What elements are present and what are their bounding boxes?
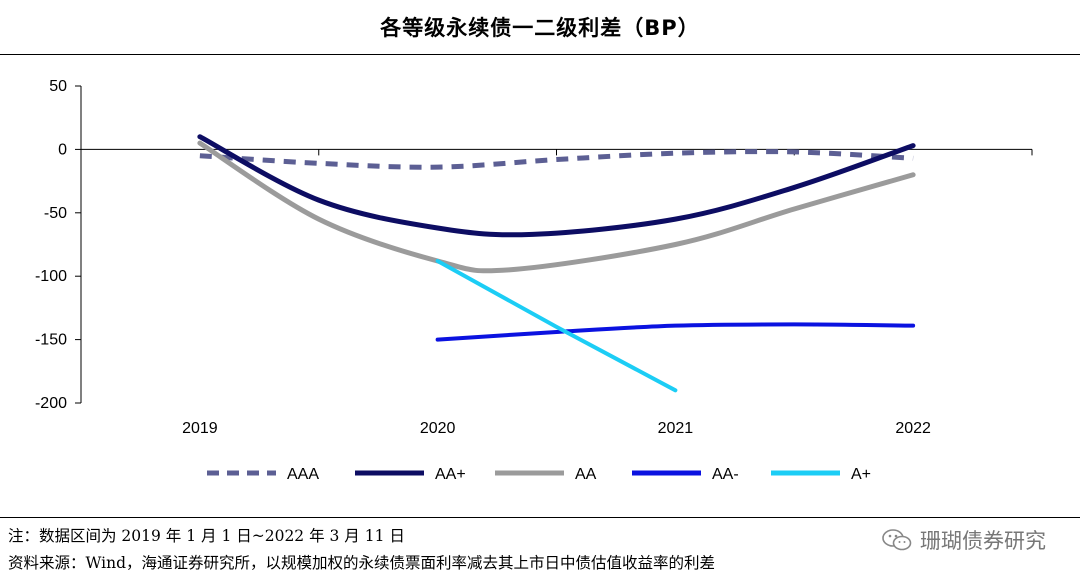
chart-title: 各等级永续债一二级利差（BP） (380, 16, 700, 40)
title-divider (0, 54, 1080, 55)
x-tick-label: 2019 (182, 420, 218, 437)
footer-divider (0, 517, 1080, 518)
source-note: 资料来源：Wind，海通证券研究所，以规模加权的永续债票面利率减去其上市日中债估… (8, 554, 716, 572)
series-line-aaminus (435, 322, 916, 342)
series-line-aaplus (197, 134, 916, 238)
series-line-aplus (435, 258, 678, 393)
y-tick-label: -50 (44, 205, 67, 222)
line-chart: 50 0 -50 -100 -150 -200 2019 2020 2021 2022 AAA AA+… (35, 78, 1033, 483)
y-tick-label: 50 (49, 78, 67, 95)
y-tick-label: 0 (58, 141, 67, 158)
series-line-aa (197, 140, 916, 274)
y-tick-label: -200 (35, 395, 67, 412)
y-tick-label: -150 (35, 332, 67, 349)
legend-label: AA (575, 466, 597, 483)
x-tick-label: 2022 (895, 420, 931, 437)
legend-label: AA+ (435, 466, 466, 483)
series-line-aaa (199, 149, 914, 170)
watermark: 珊瑚债券研究 (882, 525, 1046, 555)
wechat-icon (882, 529, 912, 551)
y-tick-label: -100 (35, 268, 67, 285)
data-note: 注：数据区间为 2019 年 1 月 1 日~2022 年 3 月 11 日 (8, 527, 405, 545)
legend-label: AA- (712, 466, 739, 483)
x-tick-label: 2021 (658, 420, 694, 437)
watermark-text: 珊瑚债券研究 (920, 529, 1046, 553)
legend-label: A+ (851, 466, 871, 483)
legend-label: AAA (287, 466, 319, 483)
x-tick-label: 2020 (420, 420, 456, 437)
